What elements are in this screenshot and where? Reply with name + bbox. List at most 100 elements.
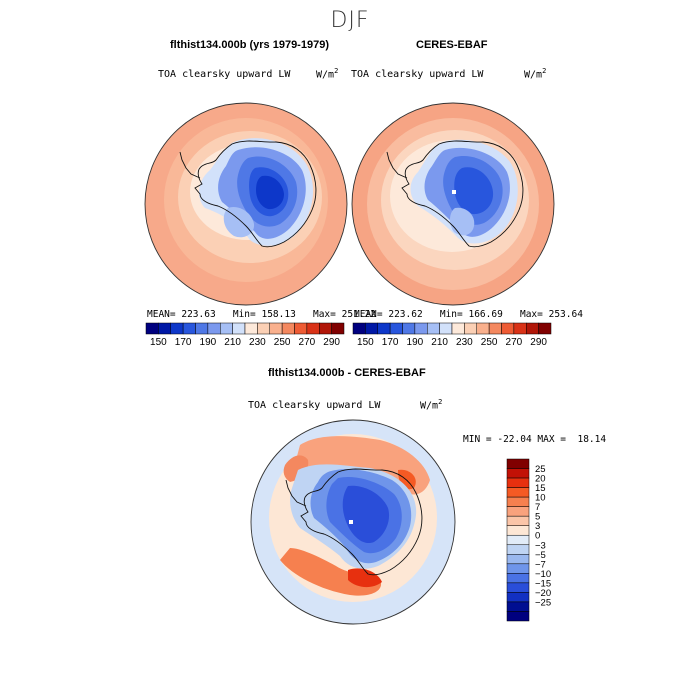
- model-colorbar: [145, 322, 345, 335]
- panel2-stats: MEAN= 223.62 Min= 166.69 Max= 253.64: [354, 309, 583, 320]
- strong-warm-anomaly: [348, 568, 382, 588]
- difference-colorbar-tick-label: −5: [535, 550, 546, 561]
- model-colorbar-swatch: [281, 322, 295, 335]
- model-colorbar-swatch: [158, 322, 171, 335]
- obs-colorbar-swatch: [526, 322, 539, 335]
- difference-colorbar-swatch: [506, 544, 530, 555]
- model-colorbar-tick-label: 270: [299, 337, 316, 348]
- obs-colorbar-swatch: [513, 322, 527, 335]
- pole-missing-data: [452, 190, 456, 194]
- map-boundary: [351, 102, 555, 306]
- model-colorbar-swatch: [170, 322, 184, 335]
- difference-colorbar-swatch: [506, 515, 530, 526]
- difference-colorbar-swatch: [506, 468, 530, 479]
- difference-colorbar-tick-label: 7: [535, 502, 540, 513]
- obs-colorbar-tick-label: 250: [481, 337, 498, 348]
- difference-colorbar-swatch: [506, 563, 530, 574]
- difference-colorbar-tick-label: 25: [535, 464, 546, 475]
- model-colorbar-swatch: [220, 322, 233, 335]
- obs-colorbar-swatch: [501, 322, 515, 335]
- difference-colorbar-tick-label: 5: [535, 512, 540, 523]
- antarctic-peninsula: [285, 479, 307, 507]
- obs-colorbar-swatch: [427, 322, 440, 335]
- difference-colorbar-tick-label: 10: [535, 493, 546, 504]
- obs-colorbar-swatch: [389, 322, 403, 335]
- obs-colorbar-swatch: [439, 322, 453, 335]
- difference-colorbar-tick-label: −25: [535, 597, 551, 608]
- difference-colorbar-swatch: [506, 506, 530, 517]
- antarctic-peninsula: [179, 151, 201, 179]
- obs-colorbar-swatch: [476, 322, 490, 335]
- obs-colorbar-tick-label: 230: [456, 337, 473, 348]
- model-colorbar-swatch: [232, 322, 246, 335]
- model-polar-map: [144, 102, 348, 306]
- panel1-variable-label: TOA clearsky upward LW: [158, 69, 291, 80]
- map-boundary: [144, 102, 348, 306]
- model-colorbar-swatch: [257, 322, 270, 335]
- model-colorbar-tick-label: 230: [249, 337, 266, 348]
- panel1-units: W/m2: [316, 67, 339, 81]
- antarctica-coastline: [194, 140, 317, 248]
- model-colorbar-tick-label: 190: [200, 337, 217, 348]
- model-colorbar-swatch: [331, 322, 345, 335]
- model-colorbar-swatch: [195, 322, 209, 335]
- obs-colorbar-swatch: [414, 322, 428, 335]
- panel3-units: W/m2: [420, 398, 443, 412]
- difference-colorbar-tick-label: −7: [535, 559, 546, 570]
- difference-colorbar-swatch: [506, 573, 530, 584]
- obs-colorbar-swatch: [464, 322, 477, 335]
- difference-colorbar-tick-label: −20: [535, 588, 551, 599]
- obs-colorbar-swatch: [352, 322, 366, 335]
- model-colorbar-tick-label: 290: [323, 337, 340, 348]
- difference-colorbar-tick-label: −3: [535, 540, 546, 551]
- obs-colorbar-tick-label: 270: [506, 337, 523, 348]
- antarctica-coastline: [401, 140, 524, 248]
- panel3-stats: MIN = -22.04 MAX = 18.14: [463, 434, 607, 445]
- antarctic-plateau: [454, 167, 494, 215]
- difference-polar-map: [250, 419, 456, 625]
- model-colorbar-swatch: [145, 322, 159, 335]
- difference-colorbar-swatch: [506, 477, 530, 488]
- difference-colorbar-tick-label: 20: [535, 474, 546, 485]
- model-colorbar-tick-label: 170: [175, 337, 192, 348]
- difference-colorbar-swatch: [506, 592, 530, 603]
- difference-colorbar-tick-label: 15: [535, 483, 546, 494]
- difference-colorbar-tick-label: −10: [535, 569, 551, 580]
- obs-polar-map: [351, 102, 555, 306]
- pole-missing-data: [349, 520, 353, 524]
- obs-colorbar-tick-label: 290: [530, 337, 547, 348]
- model-colorbar-swatch: [207, 322, 221, 335]
- model-colorbar-tick-label: 250: [274, 337, 291, 348]
- difference-colorbar-swatch: [506, 496, 530, 507]
- model-colorbar-swatch: [294, 322, 308, 335]
- model-colorbar-swatch: [269, 322, 283, 335]
- strongest-cool-anomaly: [342, 485, 390, 544]
- obs-colorbar-tick-label: 190: [407, 337, 424, 348]
- model-colorbar-swatch: [244, 322, 258, 335]
- difference-colorbar-swatch: [506, 554, 530, 565]
- difference-colorbar-swatch: [506, 534, 530, 546]
- difference-colorbar-tick-label: 0: [535, 531, 540, 542]
- obs-colorbar: [352, 322, 552, 335]
- obs-colorbar-tick-label: 150: [357, 337, 374, 348]
- obs-colorbar-swatch: [402, 322, 416, 335]
- model-colorbar-tick-label: 150: [150, 337, 167, 348]
- panel2-variable-label: TOA clearsky upward LW: [351, 69, 484, 80]
- obs-colorbar-ticks: 150 170 190 210 230 250 270 290: [357, 337, 547, 348]
- obs-colorbar-swatch: [488, 322, 502, 335]
- difference-colorbar-swatch: [506, 458, 530, 469]
- ross-ice-shelf-region: [449, 207, 475, 236]
- panel3-title: flthist134.000b - CERES-EBAF: [268, 367, 426, 379]
- panel3-variable-label: TOA clearsky upward LW: [248, 400, 381, 411]
- panel1-stats: MEAN= 223.63 Min= 158.13 Max= 251.22: [147, 309, 376, 320]
- model-colorbar-tick-label: 210: [224, 337, 241, 348]
- ross-ice-shelf-region: [223, 206, 255, 238]
- model-colorbar-ticks: 150 170 190 210 230 250 270 290: [150, 337, 340, 348]
- panel2-units: W/m2: [524, 67, 547, 81]
- difference-colorbar-tick-label: 3: [535, 521, 540, 532]
- figure-title: DJF: [330, 8, 370, 33]
- difference-colorbar-tick-label: −15: [535, 578, 551, 589]
- obs-colorbar-swatch: [451, 322, 465, 335]
